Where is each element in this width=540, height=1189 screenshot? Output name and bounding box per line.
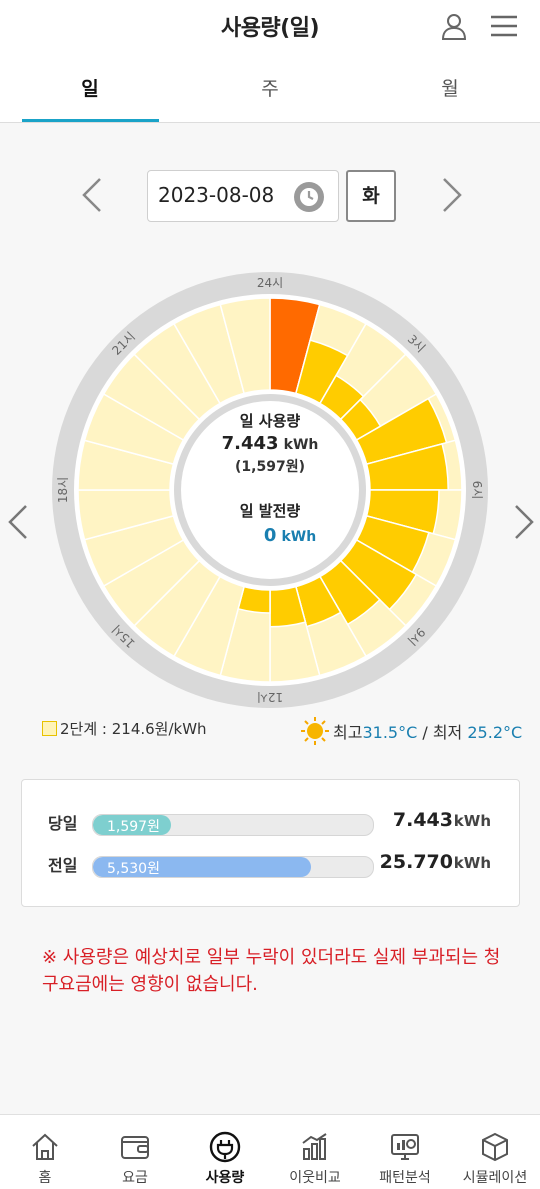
wallet-icon (121, 1136, 149, 1159)
monitor-chart-icon (391, 1134, 419, 1160)
hour-tick-label: 6시 (470, 481, 484, 500)
clock-icon[interactable] (293, 181, 325, 213)
temp-separator: / (422, 723, 428, 742)
tab-day[interactable]: 일 (81, 78, 99, 100)
comparison-label: 당일 (48, 814, 78, 833)
comparison-bar-text: 5,530원 (107, 861, 160, 877)
app-header: 사용량(일) (0, 0, 540, 56)
nav-neighbor-compare[interactable]: 이웃비교 (270, 1115, 360, 1189)
nav-label: 이웃비교 (289, 1170, 341, 1186)
home-icon (32, 1133, 58, 1160)
min-temp-value: 25.2°C (467, 723, 523, 742)
daily-usage-label: 일 사용량 (239, 412, 301, 430)
comparison-value: 7.443 (392, 809, 453, 831)
tab-month[interactable]: 월 (441, 78, 459, 100)
chart-center-info: 일 사용량 7.443 kWh (1,597원) 일 발전량 0 kWh (170, 410, 370, 546)
chart-next-arrow-icon[interactable] (512, 504, 536, 540)
menu-icon[interactable] (488, 10, 520, 42)
radial-usage-chart: 24시 3시 6시 9시 12시 15시 18시 21시 (50, 270, 490, 710)
nav-label: 사용량 (205, 1170, 245, 1186)
comparison-unit: kWh (453, 812, 491, 830)
nav-pattern-analysis[interactable]: 패턴분석 (360, 1115, 450, 1189)
comparison-bar-fill (93, 815, 172, 835)
comparison-label: 전일 (48, 856, 78, 875)
comparison-bar-fill (93, 857, 312, 877)
daily-generation-value: 0 (263, 525, 277, 546)
nav-simulation[interactable]: 시뮬레이션 (450, 1115, 540, 1189)
user-icon[interactable] (438, 10, 470, 42)
daily-usage-unit: kWh (283, 437, 319, 453)
sun-icon (301, 717, 329, 745)
hour-tick-label: 18시 (56, 477, 70, 503)
tab-week[interactable]: 주 (261, 78, 279, 100)
bar-chart-icon (302, 1133, 327, 1160)
max-temp-value: 31.5°C (362, 723, 418, 742)
bottom-navigation: 홈 요금 사용량 이웃비교 패턴분석 (0, 1114, 540, 1189)
comparison-unit: kWh (453, 854, 491, 872)
hour-tick-label: 12시 (257, 690, 283, 704)
comparison-bar-track: 5,530원 (92, 856, 374, 878)
previous-day-arrow-icon[interactable] (80, 176, 104, 214)
comparison-row-yesterday: 전일 5,530원 25.770 kWh (22, 848, 519, 878)
weekday-badge: 화 (346, 170, 396, 222)
nav-label: 시뮬레이션 (462, 1170, 528, 1186)
usage-notice: ※ 사용량은 예상치로 일부 누락이 있더라도 실제 부과되는 청구요금에는 영… (42, 947, 501, 995)
next-day-arrow-icon[interactable] (440, 176, 464, 214)
hour-tick-label: 24시 (257, 276, 283, 290)
nav-billing[interactable]: 요금 (90, 1115, 180, 1189)
nav-usage[interactable]: 사용량 (180, 1115, 270, 1189)
comparison-bar-text: 1,597원 (107, 819, 160, 835)
nav-home[interactable]: 홈 (0, 1115, 90, 1189)
daily-generation-unit: kWh (281, 529, 317, 545)
nav-label: 패턴분석 (379, 1170, 431, 1186)
date-value: 2023-08-08 (158, 183, 275, 207)
chart-previous-arrow-icon[interactable] (6, 504, 30, 540)
cube-icon (482, 1132, 508, 1162)
active-tab-indicator (22, 119, 159, 122)
center-hub (181, 401, 359, 579)
nav-label: 홈 (38, 1170, 52, 1186)
date-field[interactable]: 2023-08-08 (147, 170, 339, 222)
period-tabs: 일 주 월 (0, 56, 540, 123)
daily-usage-value: 7.443 (221, 433, 279, 454)
nav-label: 요금 (122, 1170, 148, 1186)
comparison-bar-track: 1,597원 (92, 814, 374, 836)
min-temp-label: 최저 (432, 723, 463, 742)
page-title: 사용량(일) (220, 16, 320, 41)
weather-info: 최고31.5°C / 최저 25.2°C (300, 716, 522, 746)
tier-legend-swatch (42, 721, 57, 736)
tier-legend-text: 2단계 : 214.6원/kWh (60, 720, 207, 738)
comparison-row-today: 당일 1,597원 7.443 kWh (22, 806, 519, 836)
tier-legend: 2단계 : 214.6원/kWh (42, 718, 207, 739)
daily-usage-cost: (1,597원) (235, 459, 305, 475)
date-selector: 2023-08-08 화 (0, 170, 540, 222)
usage-comparison-card: 당일 1,597원 7.443 kWh 전일 5,530원 25.770 kWh (21, 779, 520, 907)
daily-generation-label: 일 발전량 (239, 502, 301, 520)
max-temp-label: 최고 (333, 723, 363, 742)
plug-icon (209, 1131, 241, 1163)
hour-base-segment (219, 297, 271, 395)
comparison-value: 25.770 (379, 851, 453, 873)
